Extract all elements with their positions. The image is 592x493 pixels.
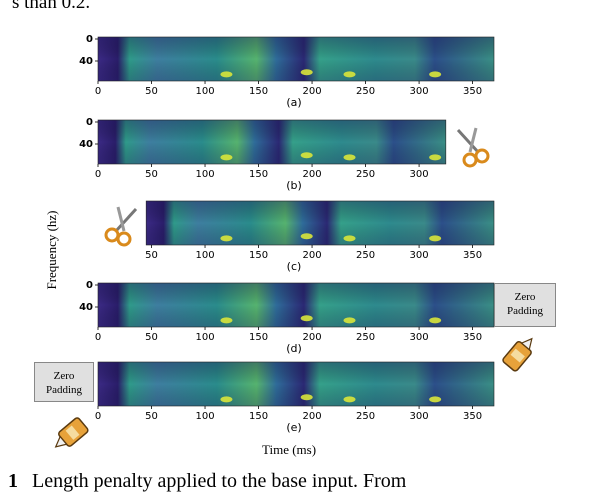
scissors-icon [456, 127, 490, 168]
x-tick-label: 300 [410, 332, 429, 343]
panel-frame [97, 361, 495, 407]
spectrogram-panel: 0 50 100 150 200 250 300 0 40 (b) [79, 117, 447, 192]
spectrogram-shading [146, 201, 494, 245]
caption-number: 1 [8, 470, 18, 492]
y-tick-label: 0 [86, 34, 93, 45]
formant-highlight [300, 315, 313, 322]
x-tick-label: 200 [303, 86, 322, 97]
x-tick-label: 0 [95, 411, 101, 422]
spectrogram-shading [98, 283, 494, 327]
spectrogram-panel: 0 50 100 150 200 250 300 350 0 40 (d) [79, 280, 495, 355]
spectrogram-shading [98, 362, 494, 406]
formant-highlight [300, 233, 313, 240]
x-tick-label: 150 [249, 411, 268, 422]
y-tick-label: 40 [79, 56, 93, 67]
formant-highlight [343, 154, 356, 161]
zero-padding-label-e: Zero Padding [45, 370, 83, 396]
panel-frame [97, 36, 495, 82]
y-tick-label: 40 [79, 302, 93, 313]
formant-highlight [300, 152, 313, 159]
formant-highlight [343, 317, 356, 324]
x-tick-label: 350 [463, 332, 482, 343]
formant-highlight [220, 71, 233, 78]
x-tick-label: 350 [463, 250, 482, 261]
panel-label: (a) [286, 96, 301, 109]
x-tick-label: 100 [195, 250, 214, 261]
x-tick-label: 350 [463, 86, 482, 97]
formant-highlight [220, 396, 233, 403]
x-tick-label: 300 [410, 250, 429, 261]
x-tick-label: 50 [145, 86, 158, 97]
x-tick-label: 300 [410, 169, 429, 180]
panel-frame [145, 200, 495, 246]
x-axis-label: Time (ms) [262, 442, 317, 457]
panel-label: (e) [286, 421, 301, 434]
x-tick-label: 250 [356, 169, 375, 180]
spectrogram-panel: 50 100 150 200 250 300 350 (c) [145, 200, 495, 273]
x-tick-label: 150 [249, 332, 268, 343]
x-tick-label: 250 [356, 250, 375, 261]
x-tick-label: 100 [195, 332, 214, 343]
panel-label: (d) [286, 342, 302, 355]
formant-highlight [300, 394, 313, 401]
x-tick-label: 250 [356, 411, 375, 422]
x-tick-label: 250 [356, 86, 375, 97]
x-tick-label: 50 [145, 411, 158, 422]
formant-highlight [429, 154, 442, 161]
glue-bottle-icon [502, 337, 533, 372]
formant-highlight [300, 69, 313, 76]
formant-highlight [429, 235, 442, 242]
x-tick-label: 200 [303, 250, 322, 261]
formant-highlight [220, 235, 233, 242]
x-tick-label: 50 [145, 250, 158, 261]
x-tick-label: 50 [145, 169, 158, 180]
zero-padding-label-d: Zero Padding [506, 291, 544, 317]
panel-label: (b) [286, 179, 302, 192]
zero-padding-box-d: Zero Padding [494, 283, 556, 327]
spectrogram-panel: 0 50 100 150 200 250 300 350 (e) [95, 361, 495, 434]
panel-frame [97, 119, 447, 165]
x-tick-label: 200 [303, 169, 322, 180]
x-tick-label: 150 [249, 86, 268, 97]
y-tick-label: 0 [86, 280, 93, 291]
y-tick-label: 0 [86, 117, 93, 128]
x-tick-label: 0 [95, 169, 101, 180]
zero-padding-box-e: Zero Padding [34, 362, 94, 402]
x-tick-label: 300 [410, 411, 429, 422]
spectrogram-shading [98, 37, 494, 81]
formant-highlight [429, 317, 442, 324]
x-tick-label: 200 [303, 332, 322, 343]
x-tick-label: 300 [410, 86, 429, 97]
formant-highlight [220, 154, 233, 161]
x-tick-label: 100 [195, 169, 214, 180]
formant-highlight [343, 71, 356, 78]
caption-text: Length penalty applied to the base input… [32, 470, 407, 492]
formant-highlight [343, 235, 356, 242]
formant-highlight [220, 317, 233, 324]
x-tick-label: 100 [195, 86, 214, 97]
x-tick-label: 0 [95, 332, 101, 343]
glue-bottle-icon [54, 417, 89, 448]
spectrogram-shading [98, 120, 446, 164]
x-tick-label: 100 [195, 411, 214, 422]
y-tick-label: 40 [79, 139, 93, 150]
x-tick-label: 250 [356, 332, 375, 343]
x-tick-label: 0 [95, 86, 101, 97]
x-tick-label: 200 [303, 411, 322, 422]
caption-fragment: 1 Length penalty applied to the base inpu… [8, 470, 406, 493]
formant-highlight [343, 396, 356, 403]
panel-label: (c) [287, 260, 302, 273]
formant-highlight [429, 396, 442, 403]
x-tick-label: 150 [249, 250, 268, 261]
scissors-icon [104, 206, 138, 247]
x-tick-label: 150 [249, 169, 268, 180]
top-text-fragment: s than 0.2. [12, 0, 91, 13]
formant-highlight [429, 71, 442, 78]
x-tick-label: 50 [145, 332, 158, 343]
spectrogram-panel: 0 50 100 150 200 250 300 350 0 40 (a) [79, 34, 495, 109]
x-tick-label: 350 [463, 411, 482, 422]
